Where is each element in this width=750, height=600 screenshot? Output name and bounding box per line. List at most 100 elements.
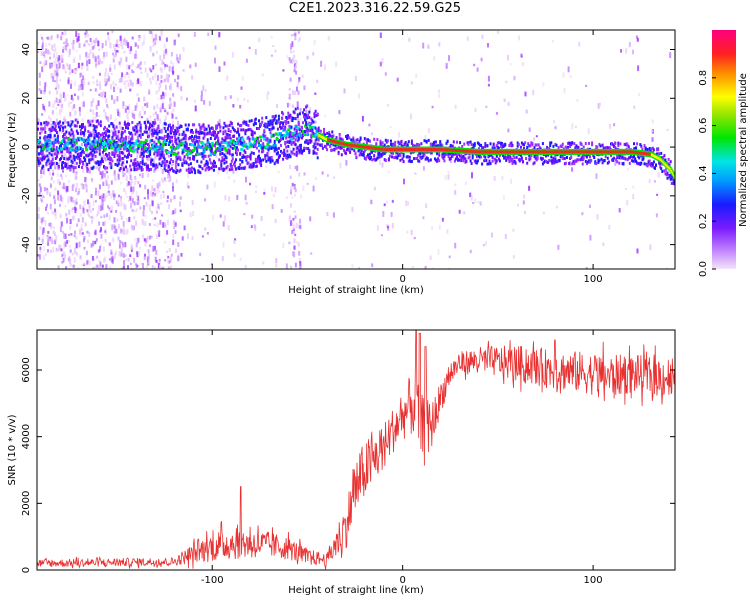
spectrogram-cell — [257, 138, 259, 142]
spectrogram-cell — [399, 158, 402, 162]
spectrogram-cell — [106, 175, 109, 179]
spectrogram-cell — [188, 142, 192, 146]
spectrogram-cell — [435, 140, 437, 144]
spectrogram-cell — [535, 143, 538, 147]
spectrogram-cell — [80, 79, 83, 86]
spectrogram-cell — [302, 185, 305, 192]
spectrogram-cell — [138, 62, 141, 67]
spectrogram-cell — [369, 146, 371, 150]
spectrogram-cell — [288, 153, 291, 157]
spectrogram-cell — [130, 137, 133, 141]
spectrogram-cell — [88, 153, 91, 157]
spectrogram-cell — [113, 173, 116, 179]
spectrogram-cell — [133, 166, 136, 169]
spectrogram-cell — [267, 148, 270, 152]
spectrogram-cell — [175, 54, 178, 60]
spectrogram-cell — [193, 31, 196, 37]
spectrogram-cell — [60, 147, 63, 151]
spectrogram-cell — [155, 163, 158, 167]
spectrogram-cell — [96, 134, 99, 138]
spectrogram-cell — [145, 201, 148, 207]
spectrogram-cell — [140, 80, 143, 86]
spectrogram-cell — [429, 142, 432, 146]
spectrogram-cell — [163, 140, 167, 144]
spectrogram-cell — [50, 123, 53, 129]
spectrogram-cell — [337, 150, 340, 154]
spectrogram-cell — [61, 150, 64, 154]
spectrogram-cell — [111, 224, 114, 231]
spectrogram-cell — [141, 219, 144, 226]
spectrogram-cell — [438, 224, 441, 230]
spectrogram-cell — [304, 115, 307, 119]
spectrogram-cell — [523, 194, 526, 199]
spectrogram-cell — [70, 101, 73, 104]
spectrogram-cell — [534, 143, 537, 147]
spectrogram-cell — [547, 150, 550, 154]
spectrogram-cell — [496, 146, 499, 150]
spectrogram-cell — [153, 105, 156, 111]
spectrogram-cell — [136, 167, 139, 171]
spectrogram-cell — [481, 146, 484, 150]
spectrogram-cell — [139, 123, 142, 127]
spectrogram-cell — [101, 160, 104, 163]
spectrogram-cell — [41, 38, 44, 45]
spectrogram-cell — [132, 62, 135, 66]
spectrogram-cell — [447, 148, 450, 152]
spectrogram-cell — [214, 137, 216, 141]
spectrogram-cell — [92, 76, 95, 79]
spectrogram-cell — [135, 81, 138, 85]
spectrogram-cell — [177, 255, 180, 261]
spectrogram-cell — [50, 184, 52, 189]
spectrogram-cell — [51, 153, 54, 159]
spectrogram-cell — [199, 145, 203, 149]
spectrogram-cell — [496, 30, 499, 35]
spectrogram-cell — [369, 152, 371, 156]
spectrogram-cell — [416, 156, 419, 160]
spectrogram-cell — [427, 148, 430, 151]
spectrogram-cell — [312, 125, 316, 129]
spectrogram-cell — [99, 162, 102, 166]
spectrogram-cell — [181, 133, 184, 137]
spectrogram-cell — [413, 237, 416, 240]
spectrogram-cell — [264, 125, 267, 129]
spectrogram-cell — [61, 54, 64, 61]
spectrogram-cell — [64, 71, 67, 74]
spectrogram-cell — [467, 149, 470, 153]
spectrogram-cell — [93, 157, 95, 163]
spectrogram-cell — [410, 113, 413, 120]
spectrogram-cell — [251, 130, 254, 134]
spectrogram-cell — [204, 168, 207, 172]
spectrogram-cell — [103, 246, 105, 252]
spectrogram-cell — [118, 121, 121, 125]
spectrogram-cell — [203, 126, 206, 130]
spectrogram-cell — [148, 130, 151, 136]
spectrogram-cell — [175, 171, 178, 175]
spectrogram-cell — [139, 61, 142, 65]
spectrogram-cell — [100, 201, 103, 207]
spectrogram-cell — [99, 261, 102, 267]
spectrogram-cell — [152, 134, 155, 137]
spectrogram-cell — [46, 154, 49, 158]
spectrogram-cell — [96, 141, 99, 145]
spectrogram-cell — [628, 42, 631, 48]
spectrogram-cell — [295, 131, 298, 134]
spectrogram-cell — [90, 158, 93, 162]
spectrogram-cell — [160, 194, 163, 200]
spectrogram-cell — [288, 124, 291, 128]
spectrogram-cell — [276, 160, 279, 164]
spectrogram-cell — [87, 34, 90, 37]
spectrogram-cell — [241, 160, 244, 163]
spectrogram-cell — [247, 124, 250, 127]
spectrogram-cell — [219, 152, 222, 156]
spectrogram-cell — [123, 37, 126, 42]
spectrogram-cell — [63, 41, 66, 44]
spectrogram-cell — [270, 54, 273, 57]
spectrogram-cell — [665, 267, 668, 269]
spectrogram-cell — [161, 153, 164, 157]
spectrogram-cell — [69, 154, 72, 158]
spectrogram-cell — [89, 37, 92, 42]
spectrogram-cell — [109, 67, 112, 72]
spectrogram-cell — [117, 110, 120, 113]
spectrogram-cell — [118, 244, 121, 249]
spectrogram-cell — [519, 145, 522, 149]
